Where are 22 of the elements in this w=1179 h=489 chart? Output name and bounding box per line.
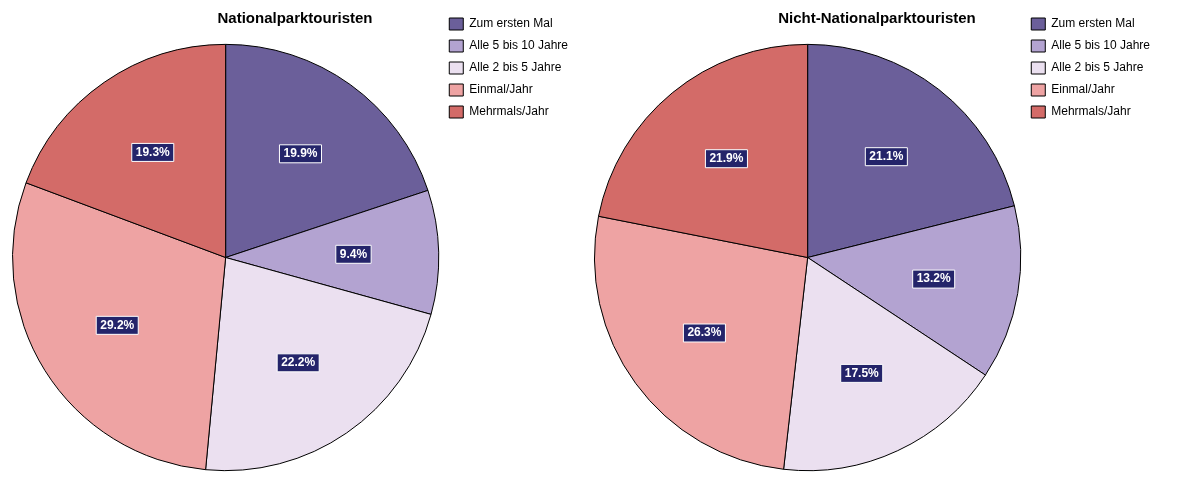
- legend-label: Alle 5 bis 10 Jahre: [469, 38, 569, 53]
- legend-label: Zum ersten Mal: [1051, 16, 1135, 31]
- data-label: 22.2%: [281, 355, 316, 370]
- data-label: 17.5%: [844, 365, 880, 380]
- data-label: 21.9%: [709, 151, 744, 166]
- chart-title: Nicht-Nationalparktouristen: [778, 9, 976, 27]
- legend-label: Zum ersten Mal: [469, 16, 553, 31]
- data-label: 19.9%: [283, 146, 318, 161]
- data-label: 19.3%: [135, 144, 171, 159]
- data-label: 29.2%: [100, 317, 135, 332]
- data-label: 21.1%: [869, 149, 904, 164]
- data-label: 26.3%: [687, 325, 722, 340]
- legend-label: Mehrmals/Jahr: [469, 104, 549, 119]
- legend-label: Einmal/Jahr: [469, 82, 533, 97]
- legend-label: Alle 5 bis 10 Jahre: [1051, 38, 1151, 53]
- legend-label: Alle 2 bis 5 Jahre: [1051, 60, 1144, 75]
- legend-label: Alle 2 bis 5 Jahre: [469, 60, 562, 75]
- chart-title: Nationalparktouristen: [217, 9, 373, 27]
- data-label: 9.4%: [339, 246, 368, 261]
- legend-label: Mehrmals/Jahr: [1051, 104, 1131, 119]
- data-label: 13.2%: [916, 271, 952, 286]
- legend-label: Einmal/Jahr: [1051, 82, 1115, 97]
